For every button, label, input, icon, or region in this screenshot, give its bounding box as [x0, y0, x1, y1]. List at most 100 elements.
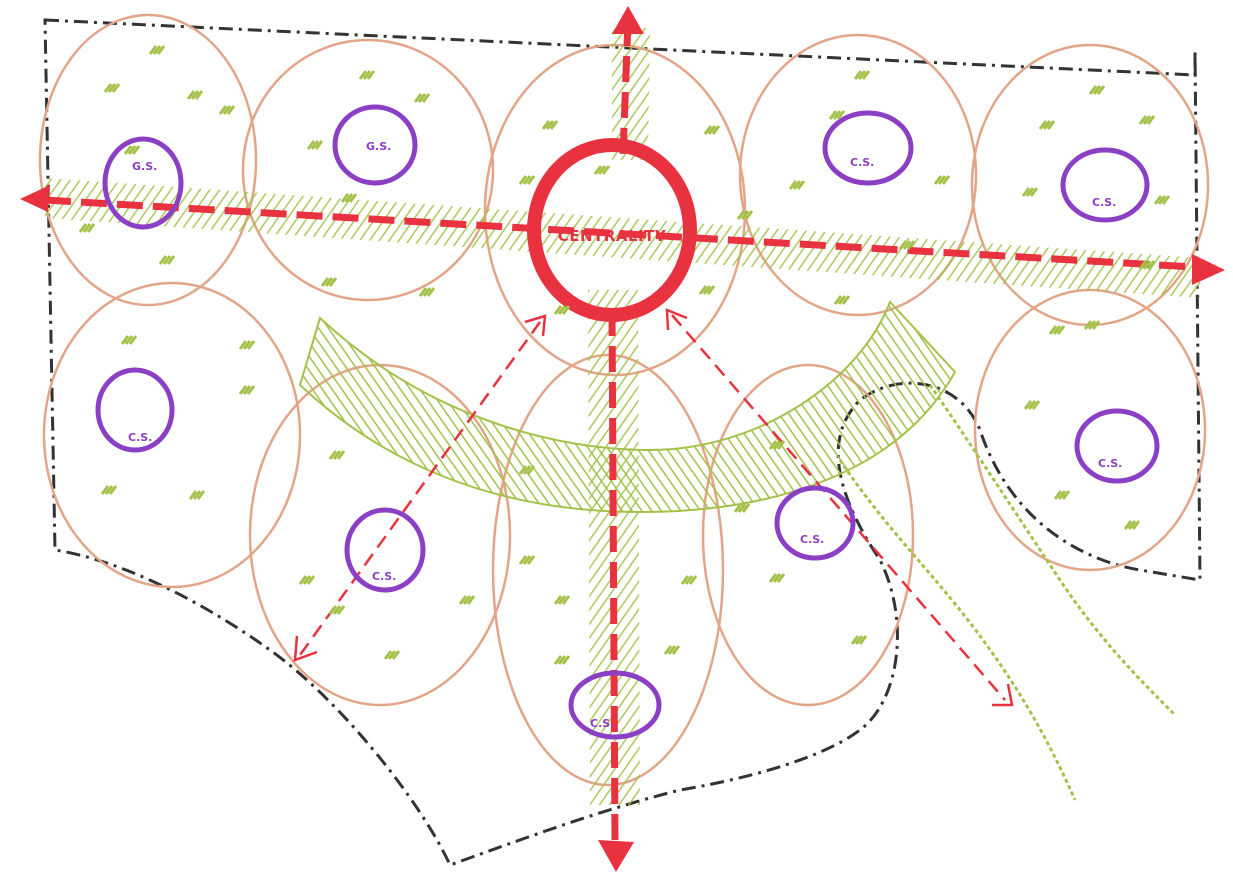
vegetation-tick — [733, 503, 743, 513]
vegetation-tick — [1088, 85, 1098, 95]
vegetation-tick — [242, 385, 252, 395]
vegetation-tick — [736, 210, 746, 220]
vegetation-tick — [698, 285, 708, 295]
vegetation-tick — [1027, 400, 1037, 410]
vegetation-tick — [222, 105, 232, 115]
vegetation-tick — [861, 70, 871, 80]
vegetation-tick — [858, 635, 868, 645]
vegetation-tick — [1157, 195, 1167, 205]
vegetation-tick — [684, 575, 694, 585]
vegetation-tick — [123, 145, 133, 155]
vegetation-tick — [1042, 120, 1052, 130]
vegetation-tick — [103, 83, 113, 93]
main-axis-vertical-bottom — [608, 309, 619, 841]
vegetation-tick — [158, 255, 168, 265]
vegetation-tick — [246, 385, 256, 395]
green-corridor-horizontal — [45, 178, 1200, 298]
vegetation-tick — [166, 255, 176, 265]
vegetation-tick — [1142, 115, 1152, 125]
vegetation-tick — [1083, 320, 1093, 330]
green-space-3 — [822, 110, 914, 186]
vegetation-tick — [1023, 400, 1033, 410]
vegetation-tick — [688, 575, 698, 585]
vegetation-tick — [336, 450, 346, 460]
green-space-label-6: C.S. — [372, 570, 396, 583]
green-space-circles — [95, 104, 1160, 740]
vegetation-tick — [188, 490, 198, 500]
vegetation-tick — [421, 93, 431, 103]
vegetation-tick — [148, 45, 158, 55]
centrality-label: CENTRALITY — [558, 227, 667, 245]
neighborhood-5 — [970, 43, 1210, 327]
arrow-south-icon — [598, 840, 634, 872]
vegetation-tick — [1146, 115, 1156, 125]
vegetation-tick — [561, 305, 571, 315]
vegetation-tick — [741, 503, 751, 513]
secondary-axis-southeast — [671, 314, 1006, 701]
vegetation-tick — [362, 70, 372, 80]
vegetation-tick — [792, 180, 802, 190]
secondary-axes — [298, 314, 1006, 701]
vegetation-tick — [836, 110, 846, 120]
vegetation-tick — [772, 573, 782, 583]
green-space-label-8: C.S. — [1098, 457, 1122, 470]
vegetation-tick — [557, 595, 567, 605]
vegetation-tick — [553, 655, 563, 665]
vegetation-tick — [86, 223, 96, 233]
vegetation-tick — [238, 385, 248, 395]
vegetation-tick — [104, 485, 114, 495]
vegetation-tick — [358, 70, 368, 80]
vegetation-tick — [1052, 325, 1062, 335]
vegetation-tick — [828, 110, 838, 120]
green-space-label-2: G.S. — [366, 140, 391, 153]
vegetation-tick — [328, 605, 338, 615]
vegetation-tick — [553, 595, 563, 605]
vegetation-tick — [78, 223, 88, 233]
vegetation-tick — [906, 240, 916, 250]
vegetation-tick — [332, 605, 342, 615]
vegetation-tick — [1091, 320, 1101, 330]
main-axis-vertical-top — [619, 19, 632, 156]
vegetation-tick — [1056, 325, 1066, 335]
vegetation-tick — [417, 93, 427, 103]
vegetation-tick — [796, 180, 806, 190]
vegetation-tick — [190, 90, 200, 100]
secondary-axis-southwest — [298, 321, 542, 656]
vegetation-tick — [302, 575, 312, 585]
vegetation-tick — [246, 340, 256, 350]
vegetation-tick — [314, 140, 324, 150]
vegetation-tick — [306, 575, 316, 585]
vegetation-tick — [776, 440, 786, 450]
vegetation-tick — [837, 295, 847, 305]
vegetation-tick — [1161, 195, 1171, 205]
green-space-label-3: C.S. — [850, 156, 874, 169]
vegetation-tick — [226, 105, 236, 115]
vegetation-tick — [768, 573, 778, 583]
vegetation-tick — [383, 650, 393, 660]
vegetation-tick — [680, 575, 690, 585]
vegetation-tick — [1025, 187, 1035, 197]
vegetation-tick — [526, 175, 536, 185]
vegetation-tick — [561, 595, 571, 605]
green-space-6 — [344, 507, 426, 593]
vegetation-tick — [324, 277, 334, 287]
vegetation-tick — [561, 655, 571, 665]
vegetation-tick — [706, 285, 716, 295]
vegetation-tick — [601, 165, 611, 175]
vegetation-marks — [78, 45, 1171, 665]
vegetation-tick — [933, 175, 943, 185]
vegetation-tick — [1031, 400, 1041, 410]
green-space-label-4: C.S. — [1092, 196, 1116, 209]
vegetation-tick — [518, 465, 528, 475]
vegetation-tick — [522, 555, 532, 565]
neighborhood-4 — [738, 33, 978, 317]
vegetation-tick — [320, 277, 330, 287]
vegetation-tick — [937, 175, 947, 185]
vegetation-tick — [1092, 85, 1102, 95]
vegetation-tick — [100, 485, 110, 495]
vegetation-tick — [1138, 115, 1148, 125]
neighborhood-1 — [38, 13, 258, 307]
vegetation-tick — [832, 110, 842, 120]
vegetation-tick — [1038, 120, 1048, 130]
green-space-9 — [568, 670, 662, 740]
